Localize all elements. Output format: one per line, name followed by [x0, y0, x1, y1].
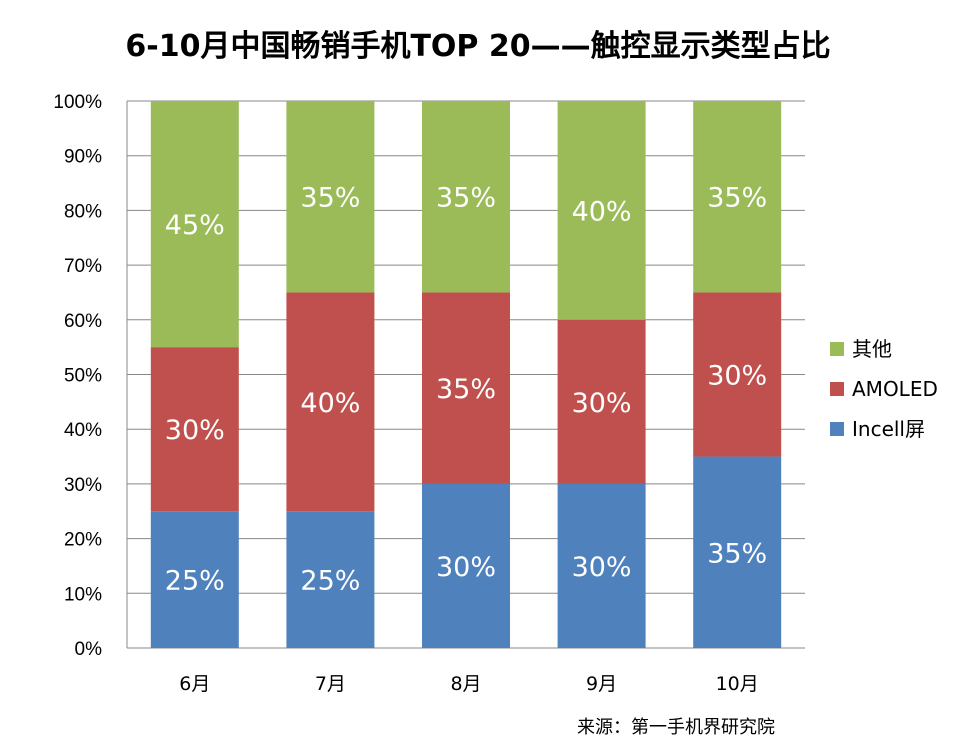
data-label: 30% — [165, 415, 225, 446]
legend-label: Incell屏 — [852, 417, 925, 441]
bar-segment — [150, 347, 239, 512]
x-tick-label: 9月 — [586, 673, 617, 695]
x-axis-ticks: 6月 7月 8月 9月 10月 — [179, 673, 759, 695]
bar-segment — [150, 101, 239, 348]
data-label: 30% — [436, 552, 496, 583]
bar-segment — [693, 292, 782, 457]
x-tick-label: 8月 — [450, 673, 481, 695]
data-label: 35% — [707, 538, 767, 569]
legend-label: 其他 — [852, 337, 892, 361]
bar-segment — [422, 292, 510, 484]
legend-swatch — [830, 342, 844, 356]
y-tick-label: 90% — [64, 147, 102, 168]
data-label: 30% — [572, 388, 632, 419]
y-tick-label: 0% — [75, 639, 103, 660]
chart-title: 6-10月中国畅销手机TOP 20——触控显示类型占比 — [125, 29, 830, 64]
legend-label: AMOLED — [852, 377, 938, 401]
data-label: 35% — [707, 183, 767, 214]
bar-segment — [557, 101, 646, 320]
legend-swatch — [830, 422, 844, 436]
bar-segment — [286, 511, 375, 648]
bar-segment — [557, 483, 646, 648]
data-label: 30% — [572, 552, 632, 583]
bar-segment — [693, 101, 782, 293]
y-axis-ticks: 0% 10% 20% 30% 40% 50% 60% 70% 80% 90% 100% — [53, 92, 102, 660]
data-labels: 25% 30% 45% 25% 40% 35% 30% 35% 35% 30% 30% 40% 35% 3… — [165, 183, 767, 597]
bar-segment — [286, 101, 375, 293]
bar-segment — [150, 511, 239, 648]
y-tick-label: 100% — [53, 92, 102, 113]
data-label: 25% — [165, 566, 225, 597]
y-tick-label: 80% — [64, 201, 102, 222]
y-tick-label: 70% — [64, 256, 102, 277]
bar-segment — [557, 319, 646, 484]
data-label: 40% — [572, 196, 632, 227]
y-tick-label: 60% — [64, 311, 102, 332]
y-tick-label: 10% — [64, 584, 102, 605]
bar-segment — [422, 483, 510, 648]
data-label: 45% — [165, 210, 225, 241]
y-tick-label: 50% — [64, 366, 102, 387]
x-tick-label: 10月 — [716, 673, 759, 695]
x-tick-label: 6月 — [179, 673, 210, 695]
bar-segment — [286, 292, 375, 512]
source-note: 来源：第一手机界研究院 — [577, 717, 775, 738]
data-label: 35% — [436, 374, 496, 405]
bar-segment — [693, 456, 782, 648]
data-label: 40% — [300, 388, 360, 419]
y-tick-label: 30% — [64, 475, 102, 496]
y-tick-label: 20% — [64, 530, 102, 551]
bar-segment — [422, 101, 510, 293]
data-label: 35% — [436, 183, 496, 214]
x-tick-label: 7月 — [315, 673, 346, 695]
bars — [150, 101, 782, 648]
legend: 其他 AMOLED Incell屏 — [830, 337, 938, 441]
data-label: 35% — [300, 183, 360, 214]
data-label: 25% — [300, 566, 360, 597]
legend-swatch — [830, 382, 844, 396]
data-label: 30% — [707, 361, 767, 392]
y-tick-label: 40% — [64, 420, 102, 441]
